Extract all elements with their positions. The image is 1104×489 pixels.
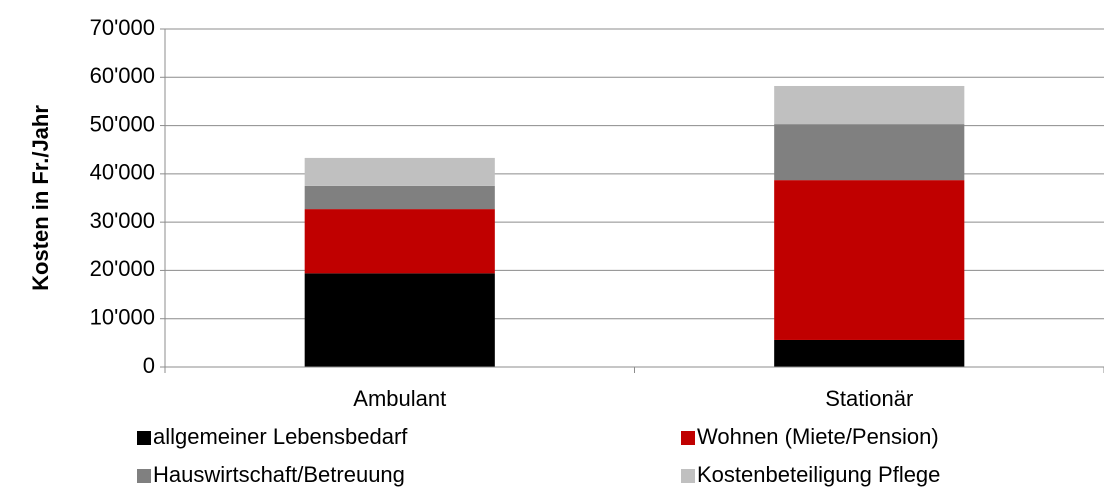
y-tick-label: 70'000 bbox=[90, 15, 155, 40]
y-tick-label: 0 bbox=[143, 353, 155, 378]
legend-label: Kostenbeteiligung Pflege bbox=[697, 462, 940, 487]
y-tick-label: 10'000 bbox=[90, 305, 155, 330]
x-tick-label: Ambulant bbox=[353, 386, 446, 411]
y-tick-label: 50'000 bbox=[90, 111, 155, 136]
legend-swatch bbox=[137, 469, 151, 483]
legend-swatch bbox=[681, 469, 695, 483]
bar-segment bbox=[774, 180, 965, 340]
bar-segment bbox=[774, 85, 965, 125]
legend-swatch bbox=[681, 431, 695, 445]
legend-label: Wohnen (Miete/Pension) bbox=[697, 424, 939, 449]
bar-segment bbox=[304, 273, 495, 367]
bar-segment bbox=[774, 339, 965, 367]
x-tick-label: Stationär bbox=[825, 386, 913, 411]
y-axis-title: Kosten in Fr./Jahr bbox=[28, 105, 53, 291]
bar-segment bbox=[304, 157, 495, 186]
y-tick-label: 40'000 bbox=[90, 160, 155, 185]
y-tick-label: 60'000 bbox=[90, 63, 155, 88]
y-tick-label: 20'000 bbox=[90, 256, 155, 281]
bar-segment bbox=[304, 209, 495, 274]
legend-label: Hauswirtschaft/Betreuung bbox=[153, 462, 405, 487]
bar-segment bbox=[774, 124, 965, 181]
legend-swatch bbox=[137, 431, 151, 445]
bar-segment bbox=[304, 185, 495, 210]
legend-label: allgemeiner Lebensbedarf bbox=[153, 424, 408, 449]
y-tick-label: 30'000 bbox=[90, 208, 155, 233]
